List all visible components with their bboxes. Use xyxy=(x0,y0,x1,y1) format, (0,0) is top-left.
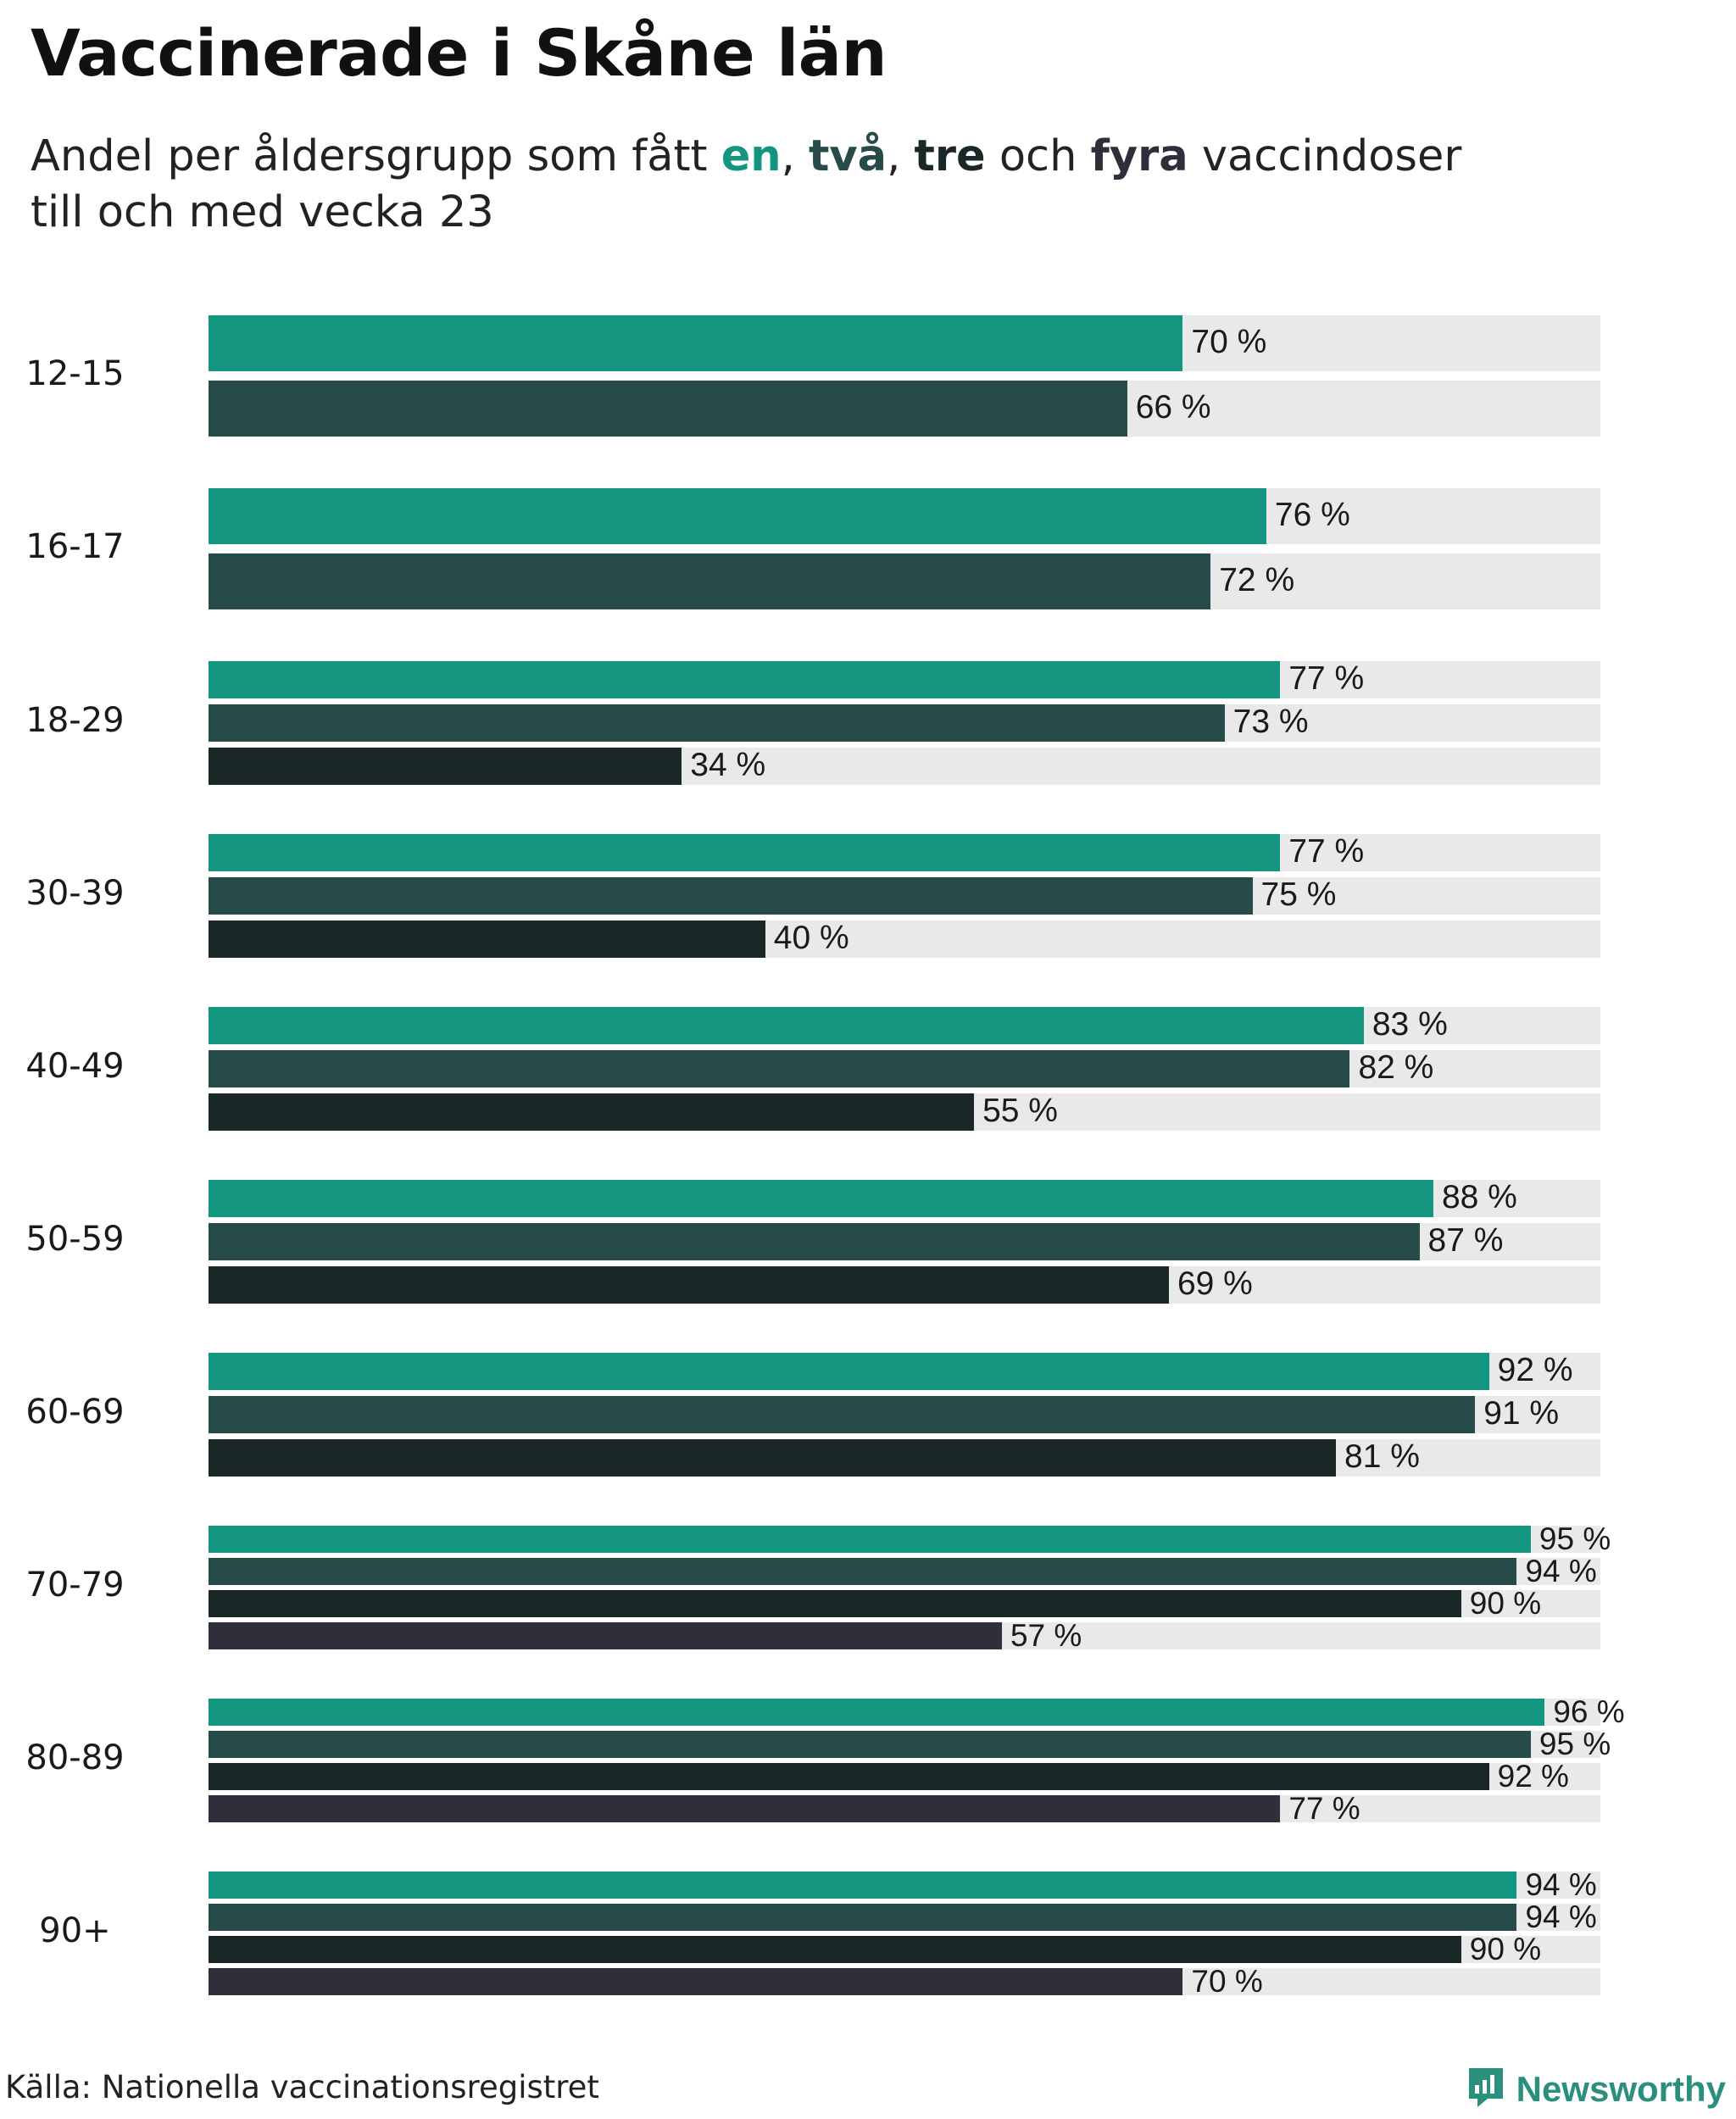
legend-dose-4: fyra xyxy=(1090,131,1188,181)
bar-tre-40-49 xyxy=(209,1093,975,1131)
data-label: 95 % xyxy=(1538,1726,1611,1761)
data-label: 40 % xyxy=(773,920,849,957)
bar-två-70-79 xyxy=(209,1558,1517,1585)
bar-tre-60-69 xyxy=(209,1439,1337,1477)
data-label: 69 % xyxy=(1177,1265,1253,1303)
data-label: 66 % xyxy=(1135,389,1211,426)
bar-två-50-59 xyxy=(209,1223,1420,1260)
newsworthy-logo-icon xyxy=(1466,2065,1506,2114)
category-label: 12-15 xyxy=(25,353,125,393)
data-label: 77 % xyxy=(1288,660,1365,698)
category-label: 16-17 xyxy=(25,526,125,566)
bar-två-30-39 xyxy=(209,877,1253,915)
data-label: 76 % xyxy=(1274,497,1350,534)
data-label: 96 % xyxy=(1553,1694,1625,1729)
category-label: 80-89 xyxy=(25,1738,125,1777)
data-label: 81 % xyxy=(1344,1438,1420,1476)
bar-tre-50-59 xyxy=(209,1266,1169,1304)
data-label: 92 % xyxy=(1497,1352,1573,1389)
data-label: 87 % xyxy=(1427,1222,1504,1260)
data-label: 90 % xyxy=(1469,1931,1542,1966)
data-label: 70 % xyxy=(1191,1963,1263,1999)
category-label: 18-29 xyxy=(25,701,125,740)
bar-en-90+ xyxy=(209,1872,1517,1899)
subtitle-sep-1: , xyxy=(781,131,810,181)
bar-en-12-15 xyxy=(209,315,1183,371)
data-label: 73 % xyxy=(1232,704,1309,741)
brand-logo: Newsworthy xyxy=(1466,2066,1726,2113)
bar-tre-80-89 xyxy=(209,1763,1489,1790)
bar-en-60-69 xyxy=(209,1353,1489,1390)
data-label: 94 % xyxy=(1525,1866,1597,1902)
bar-fyra-80-89 xyxy=(209,1795,1281,1822)
bar-en-70-79 xyxy=(209,1526,1531,1553)
data-label: 83 % xyxy=(1372,1006,1448,1043)
data-label: 34 % xyxy=(690,747,766,784)
bar-tre-90+ xyxy=(209,1936,1461,1963)
data-label: 57 % xyxy=(1010,1617,1082,1653)
brand-name: Newsworthy xyxy=(1516,2069,1726,2109)
data-label: 75 % xyxy=(1260,876,1337,914)
data-label: 77 % xyxy=(1288,1790,1360,1826)
legend-dose-2: två xyxy=(809,131,887,181)
bar-en-16-17 xyxy=(209,488,1266,544)
bar-två-60-69 xyxy=(209,1396,1476,1433)
data-label: 94 % xyxy=(1525,1899,1597,1934)
data-label: 95 % xyxy=(1538,1521,1611,1556)
bar-en-40-49 xyxy=(209,1007,1364,1044)
bar-tre-30-39 xyxy=(209,920,765,958)
bar-två-80-89 xyxy=(209,1731,1531,1758)
chart-subtitle: Andel per åldersgrupp som fått en, två, … xyxy=(31,129,1641,241)
subtitle-suffix: vaccindoser xyxy=(1188,131,1462,181)
data-label: 77 % xyxy=(1288,833,1365,870)
chart-title: Vaccinerade i Skåne län xyxy=(31,15,887,91)
data-label: 88 % xyxy=(1441,1179,1517,1216)
bar-fyra-70-79 xyxy=(209,1622,1002,1649)
bar-en-30-39 xyxy=(209,834,1281,871)
category-label: 50-59 xyxy=(25,1220,125,1259)
subtitle-sep-2: , xyxy=(887,131,915,181)
data-label: 91 % xyxy=(1483,1395,1560,1432)
bar-fyra-90+ xyxy=(209,1968,1183,1995)
data-label: 72 % xyxy=(1219,562,1295,599)
bar-två-90+ xyxy=(209,1904,1517,1931)
subtitle-prefix: Andel per åldersgrupp som fått xyxy=(31,131,721,181)
category-label: 60-69 xyxy=(25,1393,125,1432)
data-label: 92 % xyxy=(1497,1758,1569,1794)
subtitle-line-2: till och med vecka 23 xyxy=(31,187,494,237)
legend-dose-1: en xyxy=(721,131,782,181)
bar-två-18-29 xyxy=(209,704,1225,742)
data-label: 82 % xyxy=(1358,1049,1434,1087)
bar-en-80-89 xyxy=(209,1699,1545,1726)
bar-en-50-59 xyxy=(209,1180,1433,1217)
legend-dose-3: tre xyxy=(914,131,986,181)
category-label: 90+ xyxy=(39,1911,111,1950)
subtitle-sep-3: och xyxy=(985,131,1091,181)
category-label: 40-49 xyxy=(25,1047,125,1086)
bar-tre-18-29 xyxy=(209,748,682,785)
data-label: 55 % xyxy=(982,1093,1058,1130)
source-note: Källa: Nationella vaccinationsregistret xyxy=(5,2069,599,2105)
data-label: 70 % xyxy=(1191,324,1267,361)
data-label: 94 % xyxy=(1525,1553,1597,1588)
data-label: 90 % xyxy=(1469,1585,1542,1621)
bar-en-18-29 xyxy=(209,661,1281,698)
category-label: 70-79 xyxy=(25,1566,125,1605)
bar-två-40-49 xyxy=(209,1050,1350,1087)
bar-två-12-15 xyxy=(209,381,1127,437)
bar-två-16-17 xyxy=(209,553,1211,609)
bar-tre-70-79 xyxy=(209,1590,1461,1617)
category-label: 30-39 xyxy=(25,874,125,913)
